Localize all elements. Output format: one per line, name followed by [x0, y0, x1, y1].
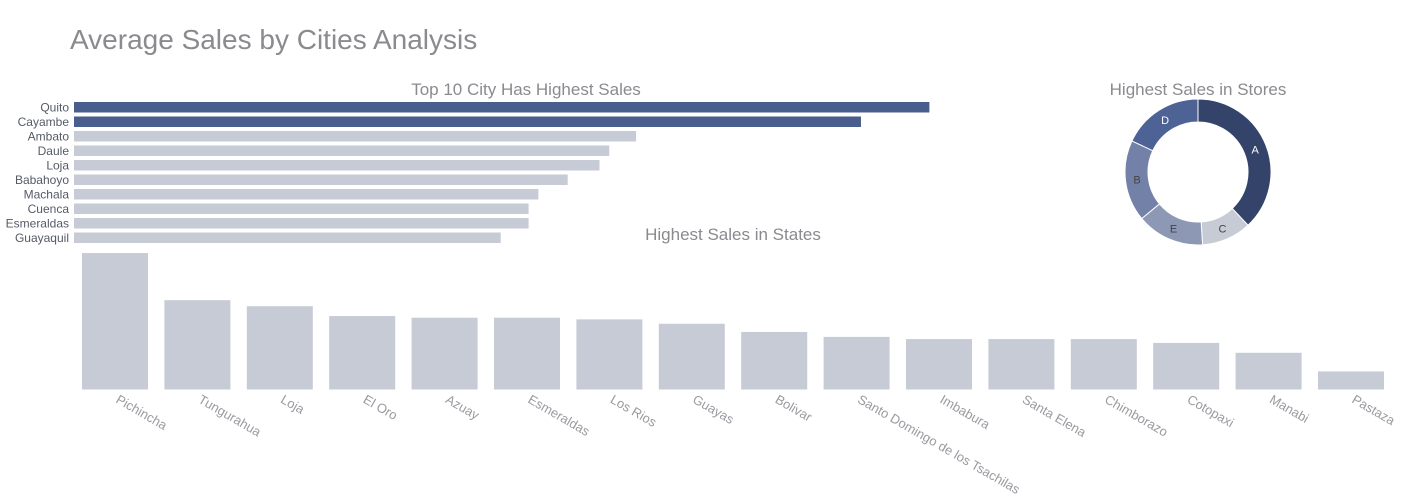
city-bar-cayambe	[74, 116, 861, 127]
state-tick-label: Santo Domingo de los Tsachilas	[855, 392, 1023, 498]
store-slice-a	[1197, 98, 1272, 226]
state-tick-label: El Oro	[361, 392, 400, 423]
state-bar-loja	[246, 306, 313, 390]
state-tick-label: Imbabura	[938, 392, 994, 433]
page-title: Average Sales by Cities Analysis	[70, 24, 477, 55]
state-tick-label: Santa Elena	[1020, 392, 1090, 441]
state-tick-label: Loja	[278, 392, 307, 418]
state-tick-label: Pichincha	[114, 392, 171, 434]
state-bar-cotopaxi	[1153, 342, 1220, 390]
top-cities-chart-title: Top 10 City Has Highest Sales	[411, 80, 641, 99]
state-tick-label: Guayas	[690, 392, 737, 428]
city-bar-loja	[74, 160, 600, 171]
state-bar-manabi	[1235, 352, 1302, 390]
city-bar-cuenca	[74, 203, 529, 214]
city-bar-babahoyo	[74, 174, 568, 185]
state-tick-label: Cotopaxi	[1185, 392, 1237, 431]
state-bar-pichincha	[82, 253, 148, 390]
state-bar-imbabura	[906, 339, 972, 390]
city-bar-machala	[74, 189, 539, 200]
state-tick-label: Chimborazo	[1102, 392, 1170, 440]
state-tick-label: Tungurahua	[196, 392, 264, 440]
state-bar-santa-elena	[988, 339, 1055, 390]
state-bar-esmeraldas	[494, 317, 560, 390]
city-tick-label: Cuenca	[28, 202, 70, 216]
store-slice-label: C	[1218, 223, 1226, 235]
store-slice-label: A	[1252, 144, 1260, 156]
state-bar-los-rios	[576, 319, 643, 390]
city-tick-label: Loja	[46, 158, 69, 172]
state-bar-chimborazo	[1070, 339, 1137, 390]
city-tick-label: Cayambe	[18, 115, 70, 129]
state-bar-el-oro	[329, 316, 396, 390]
store-slice-label: D	[1161, 115, 1169, 127]
city-tick-label: Guayaquil	[15, 231, 69, 245]
state-bar-tungurahua	[164, 300, 231, 390]
state-bar-pastaza	[1318, 371, 1384, 390]
store-slice-b	[1124, 140, 1161, 220]
city-bar-daule	[74, 145, 610, 156]
city-bar-esmeraldas	[74, 218, 529, 229]
stores-donut-chart: Highest Sales in Stores A C E B D	[1110, 80, 1287, 246]
city-tick-label: Babahoyo	[15, 173, 69, 187]
state-tick-label: Esmeraldas	[526, 392, 593, 440]
city-bar-guayaquil	[74, 232, 501, 243]
city-tick-label: Machala	[24, 187, 70, 201]
state-tick-label: Bolivar	[773, 392, 815, 425]
city-bar-quito	[74, 102, 930, 113]
state-bar-bolivar	[741, 331, 808, 390]
stores-chart-title: Highest Sales in Stores	[1110, 80, 1287, 99]
state-tick-label: Manabi	[1267, 392, 1312, 426]
top-cities-bar-chart: Top 10 City Has Highest Sales QuitoCayam…	[6, 80, 930, 245]
states-chart-title: Highest Sales in States	[645, 225, 821, 244]
city-tick-label: Ambato	[28, 129, 70, 143]
store-slice-d	[1131, 98, 1199, 152]
city-tick-label: Esmeraldas	[6, 216, 69, 230]
city-tick-label: Quito	[40, 100, 69, 114]
state-bar-guayas	[658, 323, 725, 390]
store-slice-label: B	[1133, 175, 1140, 187]
store-slice-label: E	[1170, 223, 1177, 235]
state-tick-label: Azuay	[443, 392, 482, 423]
city-bar-ambato	[74, 131, 637, 142]
state-bar-santo-domingo-de-los-tsachilas	[823, 336, 890, 390]
city-tick-label: Daule	[38, 144, 70, 158]
state-bar-azuay	[411, 317, 478, 390]
state-tick-label: Pastaza	[1350, 392, 1399, 429]
states-bar-chart: Highest Sales in States Pichincha Tungura…	[82, 225, 1398, 497]
state-tick-label: Los Rios	[608, 392, 660, 431]
